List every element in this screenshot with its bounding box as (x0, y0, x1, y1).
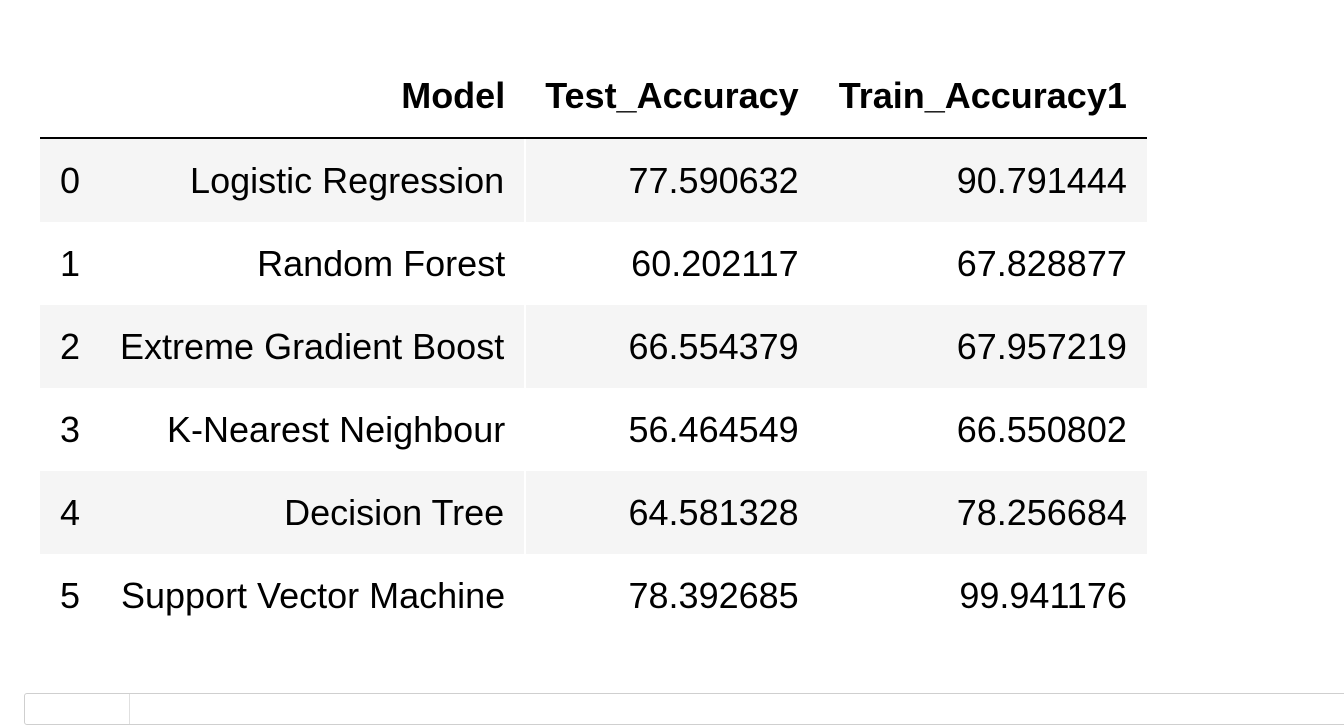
train-accuracy-cell: 78.256684 (956, 491, 1127, 533)
row-index: 5 (60, 574, 81, 616)
row-index: 4 (40, 471, 101, 554)
header-train-accuracy: Train_Accuracy1 (818, 55, 1147, 139)
header-model: Model (100, 55, 526, 139)
model-cell: K-Nearest Neighbour (167, 408, 506, 450)
model-cell: Support Vector Machine (120, 574, 506, 616)
table-row: 1 Random Forest 60.202117 67.828877 (40, 222, 1147, 305)
train-accuracy-cell: 67.957219 (956, 325, 1127, 367)
table-row: 0 Logistic Regression 77.590632 90.79144… (40, 138, 1147, 222)
model-cell: Random Forest (257, 242, 506, 284)
test-accuracy-cell: 78.392685 (628, 574, 799, 616)
table-row: 4 Decision Tree 64.581328 78.256684 (40, 471, 1147, 554)
test-accuracy-cell: 66.554379 (628, 325, 799, 367)
header-index (40, 55, 101, 139)
table-row: 3 K-Nearest Neighbour 56.464549 66.55080… (40, 388, 1147, 471)
test-accuracy-cell: 56.464549 (628, 408, 799, 450)
table-row: 2 Extreme Gradient Boost 66.554379 67.95… (40, 305, 1147, 388)
next-notebook-cell[interactable] (24, 693, 1344, 725)
table-header-row: Model Test_Accuracy Train_Accuracy1 (40, 55, 1147, 139)
row-index: 2 (40, 305, 101, 388)
model-cell: Logistic Regression (100, 138, 527, 222)
row-index: 3 (60, 408, 81, 450)
test-accuracy-cell: 60.202117 (631, 242, 799, 284)
test-accuracy-cell: 64.581328 (628, 491, 799, 533)
model-cell: Decision Tree (100, 471, 527, 554)
train-accuracy-cell: 67.828877 (956, 242, 1127, 284)
table-row: 5 Support Vector Machine 78.392685 99.94… (40, 554, 1147, 637)
cell-prompt-area (25, 694, 130, 724)
results-table: Model Test_Accuracy Train_Accuracy1 0 Lo… (40, 55, 1147, 637)
train-accuracy-cell: 66.550802 (956, 408, 1127, 450)
model-cell: Extreme Gradient Boost (100, 305, 527, 388)
train-accuracy-cell: 99.941176 (959, 574, 1127, 616)
train-accuracy-cell: 90.791444 (956, 159, 1127, 201)
header-test-accuracy: Test_Accuracy (525, 55, 819, 139)
row-index: 1 (60, 242, 81, 284)
row-index: 0 (40, 138, 101, 222)
dataframe-output: Model Test_Accuracy Train_Accuracy1 0 Lo… (40, 55, 1147, 637)
test-accuracy-cell: 77.590632 (628, 159, 799, 201)
